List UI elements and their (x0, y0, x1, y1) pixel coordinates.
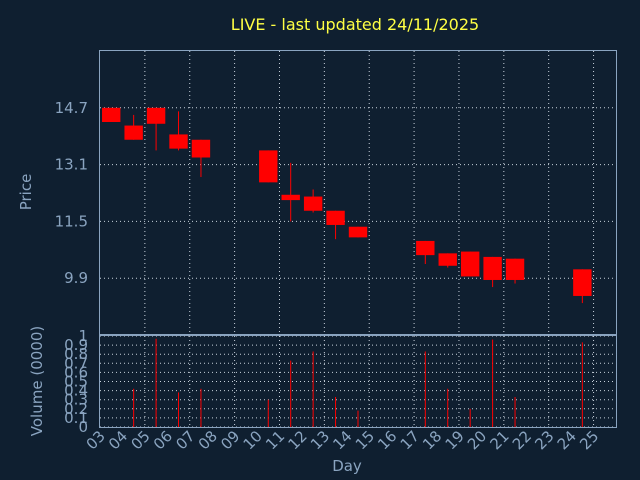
volume-tick-label: 0.1 (64, 409, 88, 427)
candle-body (169, 134, 188, 149)
candle-body (416, 240, 435, 256)
candle-body (483, 256, 502, 280)
price-tick-label: 9.9 (64, 269, 88, 287)
candle (505, 258, 525, 284)
candle-body (460, 251, 480, 277)
price-tick-label: 14.7 (55, 99, 88, 117)
x-axis-label: Day (332, 457, 362, 475)
candle (438, 253, 457, 268)
volume-bars (133, 338, 583, 427)
price-tick-label: 13.1 (55, 156, 88, 174)
candle-body (281, 194, 300, 201)
candle (191, 139, 211, 178)
candle-body (146, 107, 166, 124)
candle-body (573, 269, 592, 296)
candle-body (191, 139, 211, 158)
candle (326, 210, 345, 240)
candle-body (259, 150, 278, 183)
volume-tick-label: 0.4 (64, 382, 88, 400)
candle-body (326, 210, 345, 225)
day-tick-labels: 0304050607080910111213141516171819202122… (83, 427, 603, 453)
candle-body (124, 125, 143, 140)
volume-tick-labels: 00.10.20.30.40.50.60.70.80.91 (64, 327, 88, 436)
volume-tick-label: 0.3 (64, 391, 88, 409)
candle (259, 150, 278, 183)
volume-tick-label: 0.9 (64, 336, 88, 354)
candle (169, 111, 188, 151)
volume-tick-label: 0.6 (64, 363, 88, 381)
price-panel: 9.9 11.5 13.1 14.7 Price (17, 50, 617, 335)
price-tick-label: 11.5 (55, 212, 88, 230)
price-axis-label: Price (17, 174, 35, 211)
candle (281, 162, 300, 222)
volume-tick-label: 0.7 (64, 354, 88, 372)
price-grid (100, 51, 616, 335)
candle-body (438, 253, 457, 266)
candle (146, 107, 166, 151)
volume-tick-label: 1 (78, 327, 88, 345)
volume-tick-label: 0.5 (64, 373, 88, 391)
chart-title: LIVE - last updated 24/11/2025 (231, 15, 479, 34)
candle (483, 256, 502, 288)
candle-body (303, 196, 323, 211)
day-tick-label: 25 (576, 427, 602, 453)
candle (460, 251, 480, 277)
candle-body (102, 107, 121, 122)
candle (348, 226, 368, 238)
candle-body (348, 226, 368, 238)
volume-tick-label: 0.8 (64, 345, 88, 363)
volume-frame (99, 335, 617, 428)
price-tick-labels: 9.9 11.5 13.1 14.7 (55, 99, 88, 287)
candle (416, 240, 435, 264)
volume-tick-label: 0 (78, 418, 88, 436)
candle (102, 107, 121, 122)
volume-panel: 00.10.20.30.40.50.60.70.80.91 Volume (00… (28, 326, 617, 436)
candle (573, 269, 592, 304)
candle (124, 114, 143, 140)
candle (303, 189, 323, 213)
price-frame (99, 50, 617, 335)
volume-axis-label: Volume (0000) (28, 326, 46, 436)
volume-tick-label: 0.2 (64, 400, 88, 418)
price-candles (102, 107, 592, 304)
candle-body (505, 258, 525, 280)
